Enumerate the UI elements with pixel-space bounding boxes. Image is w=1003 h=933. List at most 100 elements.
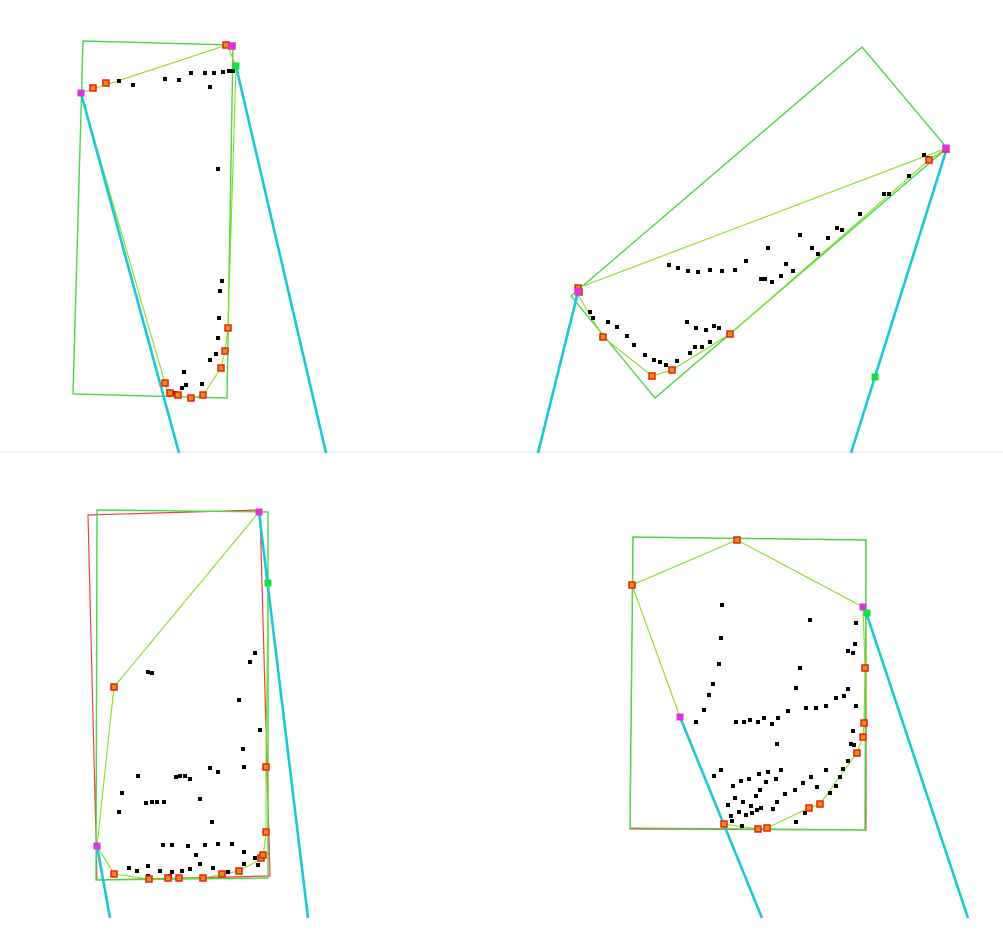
hull-vertex-marker (89, 84, 97, 92)
data-point (120, 791, 124, 795)
data-point (851, 651, 855, 655)
data-point (162, 800, 166, 804)
data-point (852, 743, 856, 747)
data-point (188, 867, 192, 871)
bounding-rectangle (629, 536, 867, 831)
data-point (838, 775, 842, 779)
data-point (783, 792, 787, 796)
data-point (708, 340, 712, 344)
data-point (218, 289, 222, 293)
data-point (170, 870, 174, 874)
data-point (127, 866, 131, 870)
data-point (712, 774, 716, 778)
data-point (688, 351, 692, 355)
data-point (241, 747, 245, 751)
data-point (779, 768, 783, 772)
data-point (208, 85, 212, 89)
data-point (210, 820, 214, 824)
data-point (798, 233, 802, 237)
data-point (135, 869, 139, 873)
data-point (766, 770, 770, 774)
data-point (824, 704, 828, 708)
data-point (793, 788, 797, 792)
data-point (258, 728, 262, 732)
data-point (117, 810, 121, 814)
data-point (146, 864, 150, 868)
data-point (667, 263, 671, 267)
data-point (786, 709, 790, 713)
data-point (853, 642, 857, 646)
hull-vertex-marker (224, 324, 232, 332)
data-point (163, 77, 167, 81)
data-point (849, 742, 853, 746)
hull-vertex-marker (262, 763, 270, 771)
data-point (136, 774, 140, 778)
hull-vertex-marker (628, 581, 636, 589)
hull-vertex-marker (805, 804, 813, 812)
data-point (230, 842, 234, 846)
data-point (739, 779, 743, 783)
data-point (694, 720, 698, 724)
data-point (759, 806, 763, 810)
hull-vertex-marker (648, 372, 656, 380)
data-point (851, 729, 855, 733)
data-point (794, 686, 798, 690)
data-point (588, 310, 592, 314)
hull-vertex-marker (164, 874, 172, 882)
data-point (882, 192, 886, 196)
data-point (774, 777, 778, 781)
bounding-rectangle (570, 46, 948, 399)
convex-hull (96, 510, 269, 880)
data-point (887, 192, 891, 196)
hull-vertex-marker (221, 347, 229, 355)
hull-vertex-marker (726, 330, 734, 338)
data-point (762, 716, 766, 720)
data-point (801, 781, 805, 785)
convex-hull (576, 147, 948, 377)
data-point (842, 694, 846, 698)
data-point (804, 706, 808, 710)
data-point (828, 791, 832, 795)
hull-vertex-marker (861, 664, 869, 672)
data-point (759, 277, 763, 281)
data-point (146, 670, 150, 674)
data-point (826, 236, 830, 240)
data-point (834, 784, 838, 788)
data-point (182, 370, 186, 374)
data-point (770, 722, 774, 726)
data-point (150, 800, 154, 804)
data-point (242, 850, 246, 854)
data-point (840, 228, 844, 232)
data-point (212, 71, 216, 75)
data-point (216, 842, 220, 846)
panel-top-left (72, 40, 328, 454)
hull-vertex-marker (259, 851, 267, 859)
data-point (194, 853, 198, 857)
data-point (726, 803, 730, 807)
hull-vertex-marker (599, 333, 607, 341)
data-point (854, 621, 858, 625)
data-point (731, 784, 735, 788)
data-point (183, 774, 187, 778)
data-point (216, 167, 220, 171)
tangent-ray (234, 65, 328, 454)
hull-vertex-marker (763, 824, 771, 832)
data-point (117, 79, 121, 83)
min-area-rectangle (87, 509, 271, 881)
data-point (756, 720, 760, 724)
data-point (798, 666, 802, 670)
hull-vertex-marker (166, 389, 174, 397)
data-point (846, 759, 850, 763)
data-point (748, 718, 752, 722)
data-point (211, 866, 215, 870)
data-point (775, 742, 779, 746)
data-point (720, 603, 724, 607)
data-point (846, 649, 850, 653)
tangent-point-marker (676, 713, 684, 721)
data-point (858, 212, 862, 216)
tangent-ray (678, 716, 764, 919)
hull-vertex-marker (754, 825, 762, 833)
data-point (231, 69, 235, 73)
support-point-marker (232, 62, 240, 70)
data-point (693, 345, 697, 349)
